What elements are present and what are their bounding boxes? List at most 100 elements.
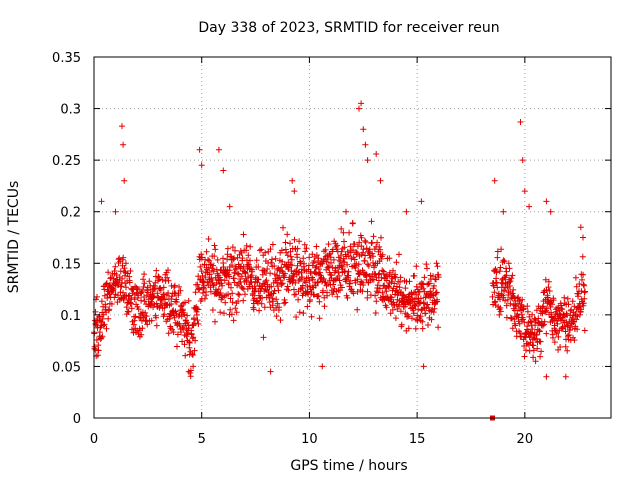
data-point — [519, 157, 526, 164]
data-point — [95, 342, 102, 349]
y-tick-label: 0.35 — [52, 51, 81, 66]
data-point — [565, 301, 572, 308]
data-point — [494, 248, 501, 255]
data-point — [126, 279, 133, 286]
data-point — [334, 293, 341, 300]
data-point — [420, 363, 427, 370]
data-point — [509, 290, 516, 297]
data-point — [546, 288, 553, 294]
data-point — [119, 123, 125, 130]
data-point — [170, 329, 177, 336]
data-point — [277, 317, 284, 324]
data-point — [580, 281, 587, 288]
data-point — [294, 254, 301, 261]
data-point — [213, 266, 220, 273]
data-point — [362, 141, 369, 148]
data-point — [309, 251, 316, 258]
data-point — [284, 252, 291, 259]
data-point — [129, 326, 135, 333]
data-point — [205, 256, 211, 263]
data-point — [173, 299, 180, 305]
data-point — [359, 288, 366, 295]
data-point — [296, 238, 303, 245]
data-point — [196, 286, 203, 293]
data-point — [94, 293, 100, 300]
data-point — [397, 278, 403, 285]
data-point — [581, 327, 588, 334]
data-point — [491, 177, 498, 184]
x-tick-label: 20 — [517, 432, 534, 447]
data-point — [377, 177, 384, 184]
data-point — [516, 320, 523, 327]
data-point — [508, 314, 514, 321]
data-point — [576, 281, 583, 287]
data-point — [101, 321, 108, 328]
data-point — [370, 233, 377, 240]
data-point — [502, 297, 508, 304]
data-point — [192, 289, 199, 296]
data-point — [312, 264, 319, 271]
data-point — [140, 284, 147, 290]
data-point — [358, 278, 365, 285]
data-point — [345, 268, 352, 275]
data-point — [313, 270, 320, 277]
data-point — [567, 324, 574, 331]
data-point — [383, 288, 390, 295]
data-point — [325, 241, 332, 248]
data-point — [199, 272, 206, 279]
data-point — [267, 270, 274, 277]
data-point — [240, 231, 247, 238]
data-point — [153, 322, 160, 329]
data-point — [300, 310, 307, 317]
data-point — [272, 255, 279, 262]
data-point — [227, 295, 234, 302]
data-point — [278, 247, 285, 254]
data-point — [324, 292, 331, 299]
data-point — [256, 307, 263, 314]
data-point — [139, 325, 146, 332]
data-point — [547, 304, 554, 310]
data-point — [153, 314, 159, 321]
data-point — [496, 311, 503, 318]
data-point — [338, 248, 345, 255]
data-point — [220, 167, 227, 174]
data-point — [332, 267, 339, 274]
data-point — [343, 208, 349, 215]
data-point — [121, 177, 128, 184]
data-point — [386, 255, 393, 262]
data-point — [507, 278, 514, 285]
data-point — [242, 270, 249, 277]
data-point — [212, 318, 218, 325]
data-point — [365, 262, 372, 269]
data-point — [299, 282, 306, 289]
data-point — [238, 273, 245, 280]
data-point — [530, 354, 537, 361]
data-point — [128, 305, 135, 312]
data-point — [581, 282, 588, 289]
data-point — [108, 301, 115, 307]
data-point — [391, 280, 398, 287]
data-point — [413, 291, 420, 298]
data-point — [288, 256, 295, 263]
data-point — [159, 276, 166, 283]
data-point — [308, 313, 315, 320]
data-point — [273, 296, 280, 303]
data-point — [334, 242, 341, 249]
data-point — [501, 288, 508, 295]
data-point — [418, 198, 425, 205]
data-point — [520, 316, 527, 323]
data-point — [160, 284, 167, 291]
data-point — [320, 275, 327, 282]
data-point — [501, 258, 508, 265]
data-point — [127, 268, 134, 274]
y-axis-label: SRMTID / TECUs — [6, 181, 22, 294]
data-point — [182, 352, 189, 359]
data-point — [302, 248, 309, 255]
data-point — [543, 198, 550, 205]
data-point — [534, 345, 541, 352]
data-point — [198, 162, 205, 169]
data-point — [130, 321, 137, 328]
data-point — [181, 341, 188, 348]
data-point — [230, 317, 237, 324]
data-point — [179, 306, 186, 313]
